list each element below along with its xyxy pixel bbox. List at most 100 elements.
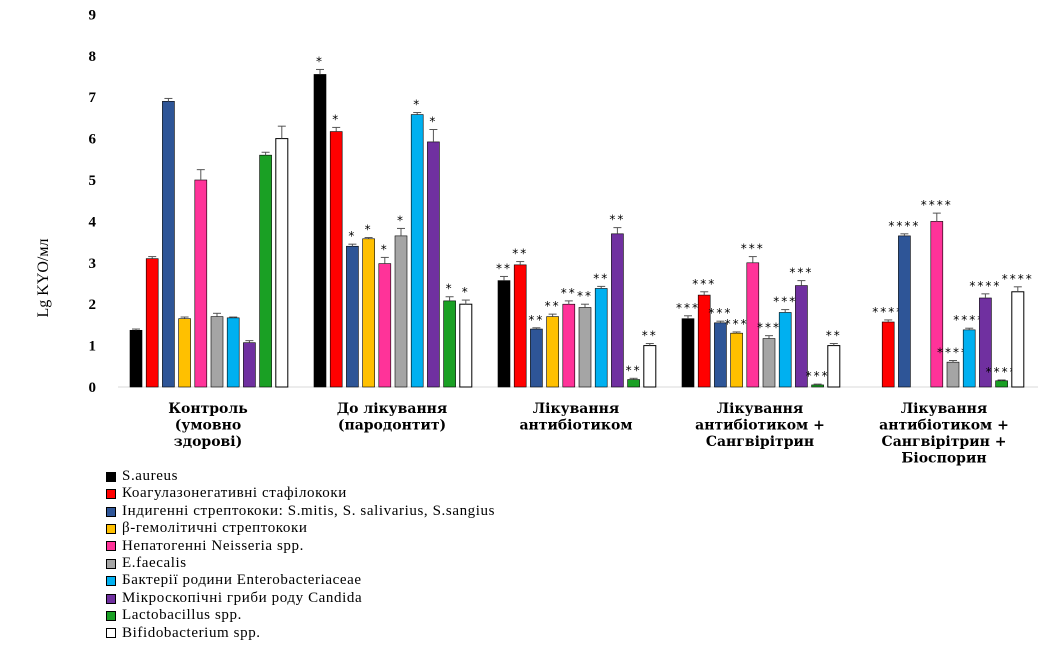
legend-label: Bifidobacterium spp. — [122, 624, 261, 641]
legend-swatch — [106, 489, 116, 500]
significance-mark: *** — [708, 306, 732, 320]
significance-mark: * — [348, 229, 356, 243]
bar — [162, 101, 175, 388]
y-tick-label: 9 — [89, 7, 97, 23]
legend-label: Бактерії родини Enterobacteriaceae — [122, 572, 362, 589]
significance-mark: * — [316, 54, 324, 68]
significance-mark: *** — [806, 369, 830, 383]
significance-mark: ** — [593, 271, 609, 285]
bar — [930, 221, 944, 388]
bar — [962, 329, 976, 388]
category-label: антибіотиком + — [695, 418, 825, 434]
significance-mark: ** — [626, 363, 642, 377]
legend-item: Коагулазонегативні стафілококи — [106, 485, 495, 502]
bar — [346, 245, 359, 388]
legend-item: Lactobacillus spp. — [106, 607, 495, 624]
significance-mark: * — [381, 242, 389, 256]
bar — [178, 318, 191, 388]
category-label: Лікування — [901, 401, 987, 417]
legend-swatch — [106, 610, 116, 621]
significance-mark: ** — [642, 329, 658, 343]
y-axis-ticks: 0 1 2 3 4 5 6 7 8 9 — [89, 7, 97, 396]
bar — [194, 179, 208, 388]
bar-groups: *** ****** *********** ********************… — [129, 54, 1034, 388]
significance-mark: *** — [757, 321, 781, 335]
significance-mark: * — [365, 223, 373, 237]
y-tick-label: 2 — [89, 297, 97, 313]
bar — [378, 263, 392, 388]
bar — [259, 154, 272, 388]
bar — [730, 332, 743, 388]
legend-item: β-гемолітичні стрептококи — [106, 520, 495, 537]
significance-mark: **** — [1002, 272, 1034, 286]
legend-item: S.aureus — [106, 468, 495, 485]
y-tick-label: 3 — [89, 256, 97, 272]
legend-label: Коагулазонегативні стафілококи — [122, 485, 347, 502]
significance-mark: *** — [692, 277, 716, 291]
bar — [995, 380, 1008, 388]
significance-mark: ** — [496, 261, 512, 275]
legend-item: Bifidobacterium spp. — [106, 625, 495, 642]
bar — [946, 361, 960, 388]
y-tick-label: 7 — [89, 90, 97, 106]
bar — [427, 141, 440, 388]
significance-mark: ** — [561, 286, 577, 300]
category-label: Сангвірітрин + — [882, 434, 1007, 450]
category-label: здорові) — [174, 434, 242, 450]
y-tick-label: 4 — [89, 214, 97, 230]
bar — [627, 379, 640, 388]
significance-mark: * — [332, 112, 340, 126]
bar — [898, 235, 911, 388]
bar — [362, 238, 375, 388]
category-label: антибіотиком + — [879, 418, 1009, 434]
significance-mark: *** — [676, 301, 700, 315]
significance-mark: * — [413, 98, 421, 112]
y-tick-label: 5 — [89, 173, 97, 189]
bar — [275, 138, 289, 388]
legend-item: Непатогенні Neisseria spp. — [106, 538, 495, 555]
bar — [546, 316, 559, 388]
bar — [243, 342, 256, 388]
bar — [762, 338, 776, 388]
significance-mark: *** — [773, 295, 797, 309]
legend-swatch — [106, 558, 116, 569]
significance-mark: * — [397, 213, 405, 227]
significance-mark: *** — [741, 242, 765, 256]
significance-mark: *** — [789, 266, 813, 280]
bar — [210, 316, 224, 388]
legend-label: E.faecalis — [122, 555, 187, 572]
legend-item: Індигенні стрептококи: S.mitis, S. saliv… — [106, 503, 495, 520]
category-label: Лікування — [717, 401, 803, 417]
y-axis-label: Lg KYO/мл — [35, 238, 52, 317]
significance-mark: **** — [937, 346, 969, 360]
bar — [643, 345, 657, 388]
significance-mark: **** — [953, 313, 985, 327]
bar — [313, 74, 327, 388]
bar — [778, 312, 792, 388]
significance-mark: **** — [986, 365, 1018, 379]
significance-mark: ** — [577, 289, 593, 303]
category-label: (пародонтит) — [338, 418, 446, 434]
bar — [410, 114, 424, 388]
y-tick-label: 8 — [89, 49, 97, 65]
bar — [578, 307, 592, 388]
category-label: Біоспорин — [901, 451, 986, 467]
y-tick-label: 1 — [89, 339, 97, 355]
legend-swatch — [106, 593, 116, 604]
significance-mark: ** — [609, 213, 625, 227]
significance-mark: **** — [969, 279, 1001, 293]
legend-item: E.faecalis — [106, 555, 495, 572]
significance-mark: **** — [921, 198, 953, 212]
category-label: Лікування — [533, 401, 619, 417]
legend-label: Lactobacillus spp. — [122, 607, 242, 624]
legend-swatch — [106, 576, 116, 587]
significance-mark: * — [446, 282, 454, 296]
bar — [497, 280, 511, 388]
bar — [129, 329, 143, 388]
legend-swatch — [106, 523, 116, 534]
bar — [513, 264, 527, 388]
category-label: антибіотиком — [519, 418, 632, 434]
bar — [714, 322, 727, 388]
